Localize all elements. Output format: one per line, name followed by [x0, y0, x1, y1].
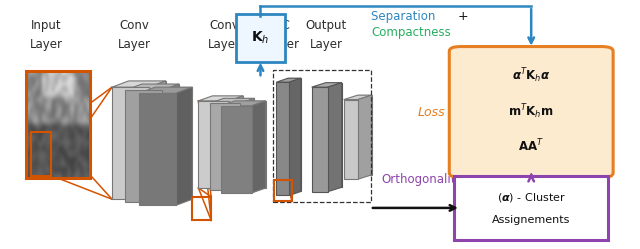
Text: Loss: Loss: [417, 106, 445, 119]
Polygon shape: [142, 84, 179, 196]
Text: $\mathbf{A}\mathbf{A}^T$: $\mathbf{A}\mathbf{A}^T$: [518, 138, 544, 155]
Polygon shape: [224, 98, 255, 186]
Polygon shape: [221, 106, 252, 193]
Polygon shape: [328, 83, 342, 192]
Polygon shape: [288, 78, 301, 191]
Polygon shape: [112, 81, 166, 87]
Text: Layer: Layer: [266, 38, 300, 51]
Text: Assignements: Assignements: [492, 215, 570, 225]
Text: FC: FC: [275, 19, 291, 32]
Text: Compactness: Compactness: [371, 26, 451, 39]
FancyBboxPatch shape: [236, 14, 285, 62]
Polygon shape: [198, 101, 229, 188]
Text: Orthogonality: Orthogonality: [381, 173, 463, 186]
Polygon shape: [344, 100, 358, 179]
Polygon shape: [129, 81, 166, 193]
Polygon shape: [312, 83, 342, 87]
Text: Layer: Layer: [207, 38, 241, 51]
Polygon shape: [252, 101, 266, 193]
Polygon shape: [326, 83, 342, 187]
Polygon shape: [221, 101, 266, 106]
Polygon shape: [125, 84, 179, 90]
Polygon shape: [198, 96, 243, 101]
Text: Layer: Layer: [118, 38, 151, 51]
Text: Layer: Layer: [310, 38, 343, 51]
Polygon shape: [156, 87, 193, 199]
Polygon shape: [276, 82, 289, 195]
Polygon shape: [312, 87, 328, 192]
Polygon shape: [212, 96, 243, 183]
Polygon shape: [139, 87, 193, 93]
Polygon shape: [125, 90, 163, 202]
FancyBboxPatch shape: [449, 47, 613, 178]
Text: $\boldsymbol{\alpha}^T\mathbf{K}_h\boldsymbol{\alpha}$: $\boldsymbol{\alpha}^T\mathbf{K}_h\bolds…: [512, 66, 550, 85]
Text: Conv: Conv: [209, 19, 239, 32]
Polygon shape: [358, 95, 372, 179]
FancyBboxPatch shape: [454, 176, 608, 240]
Polygon shape: [139, 93, 176, 205]
Polygon shape: [276, 78, 301, 82]
Text: Output: Output: [306, 19, 347, 32]
Polygon shape: [210, 103, 241, 190]
Text: $\mathbf{K}_h$: $\mathbf{K}_h$: [252, 30, 269, 46]
Text: $(\boldsymbol{\alpha})$ - Cluster: $(\boldsymbol{\alpha})$ - Cluster: [497, 191, 566, 204]
Text: +: +: [458, 10, 468, 23]
Polygon shape: [112, 87, 149, 199]
Polygon shape: [235, 101, 266, 188]
Text: Conv: Conv: [120, 19, 149, 32]
Polygon shape: [241, 98, 255, 190]
Polygon shape: [163, 84, 179, 202]
Polygon shape: [210, 98, 255, 103]
Text: $\mathbf{m}^T\mathbf{K}_h\mathbf{m}$: $\mathbf{m}^T\mathbf{K}_h\mathbf{m}$: [508, 103, 554, 122]
Text: Layer: Layer: [29, 38, 63, 51]
Text: Input: Input: [31, 19, 61, 32]
Text: Separation: Separation: [371, 10, 439, 23]
Polygon shape: [176, 87, 193, 205]
Polygon shape: [358, 95, 372, 175]
Polygon shape: [344, 95, 372, 100]
Polygon shape: [229, 96, 243, 188]
Polygon shape: [149, 81, 166, 199]
Polygon shape: [289, 78, 301, 195]
